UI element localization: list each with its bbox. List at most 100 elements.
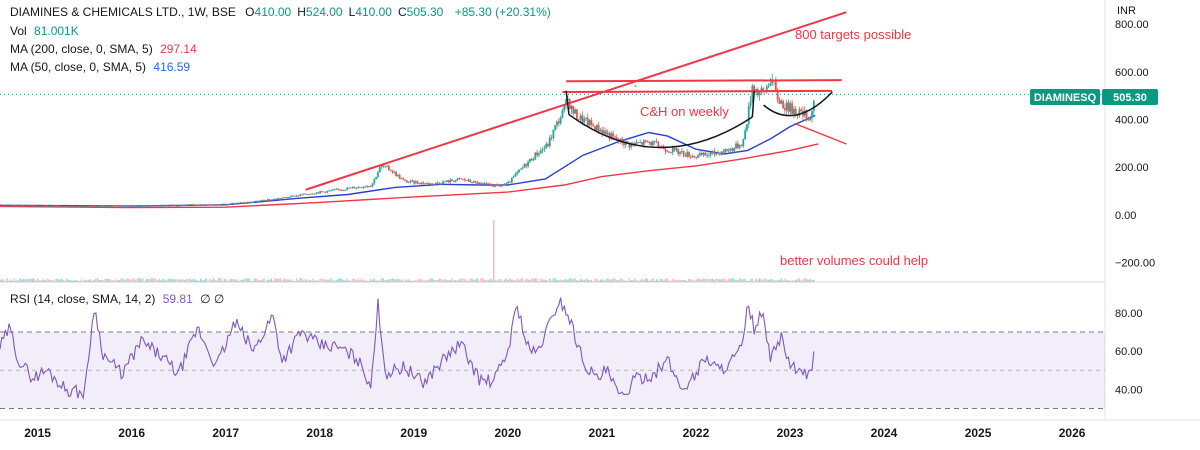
volume-bar (422, 280, 424, 282)
volume-bar (748, 280, 750, 282)
volume-bar (238, 280, 240, 282)
candle-body (782, 100, 784, 109)
volume-bar (254, 278, 256, 282)
candle-body (512, 176, 515, 178)
candle-body (525, 164, 528, 167)
candle-body (114, 205, 117, 207)
candle-body (485, 183, 488, 184)
candle-body (283, 197, 285, 199)
legend-volume-row[interactable]: Vol 81.001K (10, 24, 79, 38)
candle-body (51, 205, 54, 207)
volume-bar (91, 280, 93, 282)
volume-value: 81.001K (34, 24, 79, 38)
volume-bar (532, 278, 535, 282)
volume-bar (760, 279, 763, 282)
volume-bar (100, 280, 102, 282)
symbol-title[interactable]: DIAMINES & CHEMICALS LTD., 1W, BSE (10, 5, 236, 19)
volume-bar (194, 279, 197, 282)
candle-body (120, 205, 123, 207)
volume-bar (64, 280, 66, 282)
candle-body (523, 164, 526, 168)
cup-curve[interactable] (568, 114, 753, 149)
volume-bar (681, 279, 683, 282)
volume-bar (93, 279, 95, 282)
volume-bar (512, 280, 515, 282)
price-badge[interactable]: DIAMINESQ 505.30 (1030, 89, 1158, 105)
volume-bar (444, 279, 446, 282)
ascending-trendline[interactable] (305, 11, 847, 191)
volume-bar (612, 278, 614, 282)
volume-bar (219, 278, 222, 282)
volume-bar (630, 280, 632, 282)
candle-body (84, 205, 86, 207)
volume-bar (639, 279, 641, 282)
volume-bar (96, 278, 99, 282)
candle-body (0, 204, 1, 206)
candle-body (76, 206, 79, 208)
legend-ma50-row[interactable]: MA (50, close, 0, SMA, 5) 416.59 (10, 60, 190, 74)
currency-label: INR (1117, 5, 1136, 17)
volume-bar (201, 280, 204, 282)
tick-mark-annotation: ` (634, 84, 637, 96)
resistance-line-lower[interactable] (562, 89, 833, 94)
cup-left-rim[interactable] (565, 90, 570, 115)
candle-body (301, 194, 303, 196)
candle-body (42, 205, 45, 207)
volume-bar (153, 278, 155, 282)
volume-bar (228, 279, 231, 282)
resistance-line-upper[interactable] (566, 79, 842, 83)
candle-body (272, 199, 274, 201)
candle-body (724, 149, 727, 153)
candle-body (695, 157, 698, 158)
candle-body (188, 204, 191, 206)
volume-bar (382, 278, 385, 282)
candle-body (11, 204, 14, 206)
candle-body (226, 203, 229, 205)
legend-ma200-row[interactable]: MA (200, close, 0, SMA, 5) 297.14 (10, 42, 197, 56)
volume-bar (113, 280, 115, 282)
candle-body (680, 150, 683, 152)
candle-body (299, 194, 302, 196)
volume-bar (75, 280, 77, 282)
volume-bar (51, 280, 54, 282)
volume-bar (478, 280, 480, 282)
volume-bar (691, 279, 694, 282)
moving-averages (0, 114, 819, 209)
volume-bar (147, 279, 149, 282)
trend-drawings[interactable] (305, 11, 847, 191)
candle-body (46, 205, 48, 207)
candle-body (639, 142, 642, 143)
ma200-extension[interactable] (794, 122, 847, 145)
candle-body (78, 205, 81, 207)
handle-curve[interactable] (763, 91, 833, 117)
candle-body (462, 178, 464, 180)
volume-bar (42, 279, 45, 282)
candle-body (736, 143, 739, 148)
legend-rsi-row[interactable]: RSI (14, close, SMA, 14, 2) 59.81 ∅ ∅ (10, 292, 224, 306)
volume-bar (411, 280, 414, 282)
candle-body (424, 183, 426, 185)
volume-bar (545, 279, 547, 282)
volume-bar (180, 279, 182, 282)
candle-body (516, 172, 519, 174)
candle-body (346, 187, 349, 190)
ohlc-item: O410.00 (245, 5, 291, 19)
year-tick-label: 2022 (683, 426, 710, 440)
candle-body (355, 187, 358, 189)
candle-body (138, 205, 141, 207)
candle-body (47, 206, 50, 207)
rsi-band (0, 331, 1105, 409)
cup-right-rim[interactable] (751, 90, 755, 118)
candle-body (87, 205, 90, 207)
candle-body (610, 133, 613, 139)
volume-bar (438, 278, 441, 282)
candle-body (378, 167, 381, 173)
candle-body (319, 191, 322, 194)
volume-bar (521, 278, 524, 282)
candle-body (366, 186, 369, 187)
candle-body (304, 193, 307, 195)
candle-body (147, 205, 150, 206)
year-tick-label: 2026 (1059, 426, 1086, 440)
volume-bar (717, 279, 719, 282)
